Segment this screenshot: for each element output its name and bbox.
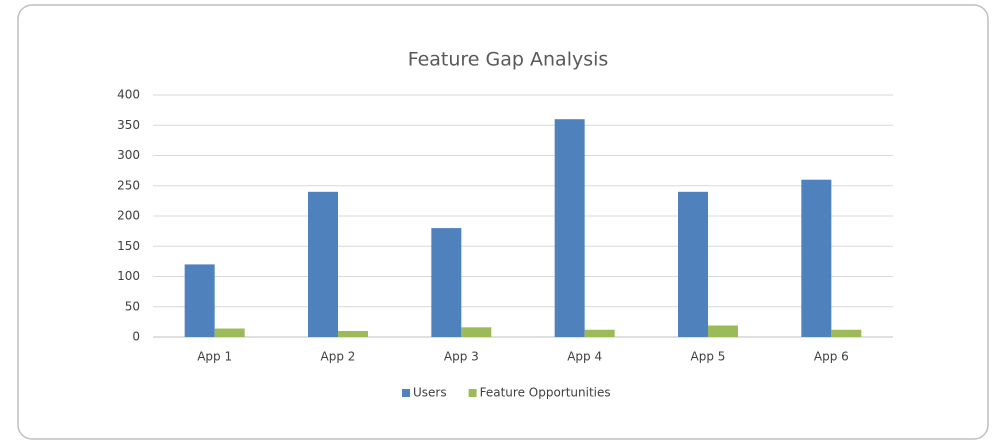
bar [184,264,215,337]
y-tick-label: 200 [117,209,140,223]
legend-label: Feature Opportunities [480,386,611,400]
bar [461,327,492,337]
bar [831,329,862,337]
chart-card [17,4,989,440]
legend-label: Users [413,386,447,400]
x-tick-label: App 3 [444,350,479,364]
x-tick-label: App 5 [691,350,726,364]
legend-swatch [468,389,477,397]
bar [308,191,338,337]
bar [554,119,585,337]
y-tick-label: 350 [117,118,140,132]
bar [708,325,738,337]
y-tick-label: 250 [117,178,140,192]
y-tick-label: 150 [117,239,140,253]
bar [431,228,462,337]
bar [338,330,368,337]
y-tick-label: 0 [132,330,140,344]
chart-title: Feature Gap Analysis [408,49,609,71]
bar [214,328,245,337]
x-tick-label: App 1 [197,350,232,364]
x-tick-label: App 6 [814,350,849,364]
bar [584,329,615,337]
x-tick-label: App 2 [321,350,356,364]
legend-swatch [402,389,410,397]
y-tick-label: 300 [117,148,140,162]
y-tick-label: 400 [117,88,140,102]
bar [801,179,832,337]
y-tick-label: 50 [125,299,140,313]
bar [678,191,708,337]
x-tick-label: App 4 [567,350,602,364]
y-tick-label: 100 [117,269,140,283]
